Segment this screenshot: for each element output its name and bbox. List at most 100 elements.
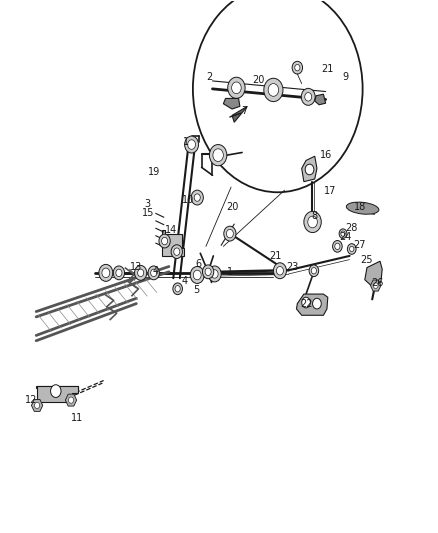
Text: 23: 23	[286, 262, 298, 271]
Circle shape	[268, 84, 279, 96]
Circle shape	[50, 385, 61, 398]
Polygon shape	[223, 99, 240, 109]
Circle shape	[202, 265, 214, 279]
Circle shape	[173, 283, 183, 295]
Circle shape	[185, 136, 198, 153]
Circle shape	[305, 93, 312, 101]
Text: 12: 12	[25, 395, 37, 405]
Text: 21: 21	[321, 64, 334, 74]
Circle shape	[213, 149, 223, 161]
Text: 1: 1	[227, 267, 233, 277]
Text: 16: 16	[319, 150, 332, 160]
Circle shape	[305, 164, 314, 175]
Text: 25: 25	[361, 255, 373, 264]
Circle shape	[264, 78, 283, 102]
Circle shape	[205, 268, 211, 276]
Circle shape	[35, 402, 39, 408]
Text: 15: 15	[142, 208, 155, 219]
Text: 28: 28	[346, 223, 358, 233]
Polygon shape	[36, 386, 78, 397]
Text: 5: 5	[193, 285, 199, 295]
Circle shape	[335, 243, 340, 249]
Circle shape	[191, 190, 203, 205]
Text: 10: 10	[182, 195, 194, 205]
Circle shape	[273, 263, 286, 279]
Circle shape	[311, 268, 317, 274]
Text: 21: 21	[269, 251, 282, 261]
Circle shape	[308, 216, 318, 228]
Text: 19: 19	[148, 167, 160, 177]
Circle shape	[68, 397, 74, 403]
Circle shape	[232, 82, 241, 94]
Circle shape	[187, 140, 195, 149]
Circle shape	[295, 64, 300, 71]
Text: 17: 17	[324, 186, 336, 196]
Circle shape	[193, 0, 363, 192]
Text: 26: 26	[372, 278, 384, 288]
Polygon shape	[297, 294, 328, 316]
Circle shape	[174, 248, 180, 255]
Circle shape	[116, 269, 122, 277]
Text: 13: 13	[130, 262, 142, 271]
Circle shape	[162, 237, 168, 245]
Circle shape	[332, 240, 342, 252]
Circle shape	[208, 266, 221, 282]
Circle shape	[339, 229, 347, 238]
Text: 9: 9	[342, 72, 348, 82]
Circle shape	[151, 269, 157, 277]
Text: 6: 6	[195, 259, 201, 269]
Circle shape	[99, 264, 113, 281]
Circle shape	[209, 144, 227, 166]
Text: 20: 20	[252, 75, 265, 85]
Ellipse shape	[346, 202, 379, 214]
Circle shape	[304, 212, 321, 232]
Circle shape	[302, 297, 311, 308]
Polygon shape	[32, 399, 43, 411]
Text: 27: 27	[353, 240, 365, 251]
Circle shape	[175, 286, 180, 292]
Polygon shape	[37, 386, 78, 407]
Text: 7: 7	[241, 106, 247, 116]
Circle shape	[350, 246, 354, 252]
Text: 3: 3	[144, 199, 150, 209]
Circle shape	[309, 265, 319, 277]
Polygon shape	[315, 94, 325, 105]
Text: 8: 8	[312, 211, 318, 221]
Circle shape	[313, 298, 321, 309]
Circle shape	[347, 244, 356, 254]
Text: 11: 11	[71, 413, 84, 423]
Text: 22: 22	[300, 298, 312, 309]
Circle shape	[159, 234, 170, 248]
Text: 4: 4	[181, 276, 187, 286]
Text: 20: 20	[226, 201, 238, 212]
Polygon shape	[365, 261, 382, 288]
Text: 4: 4	[153, 266, 159, 276]
Circle shape	[171, 245, 183, 259]
Circle shape	[301, 88, 315, 106]
Circle shape	[193, 270, 201, 280]
Polygon shape	[162, 230, 184, 256]
Circle shape	[148, 266, 159, 280]
Circle shape	[194, 194, 200, 201]
Polygon shape	[65, 394, 77, 406]
Circle shape	[341, 231, 345, 236]
Text: 14: 14	[165, 225, 177, 236]
Polygon shape	[302, 156, 317, 182]
Circle shape	[373, 282, 378, 288]
Circle shape	[102, 268, 110, 278]
Circle shape	[292, 61, 303, 74]
Circle shape	[226, 229, 233, 238]
Circle shape	[190, 266, 204, 284]
Polygon shape	[371, 280, 381, 291]
Text: 2: 2	[206, 71, 212, 82]
Text: 24: 24	[339, 232, 351, 243]
Text: 1: 1	[183, 137, 189, 147]
Circle shape	[276, 266, 283, 275]
Text: 18: 18	[354, 201, 367, 212]
Polygon shape	[232, 107, 247, 122]
Circle shape	[134, 265, 147, 280]
Circle shape	[224, 226, 236, 241]
Circle shape	[138, 269, 144, 277]
Circle shape	[228, 77, 245, 99]
Circle shape	[113, 266, 124, 280]
